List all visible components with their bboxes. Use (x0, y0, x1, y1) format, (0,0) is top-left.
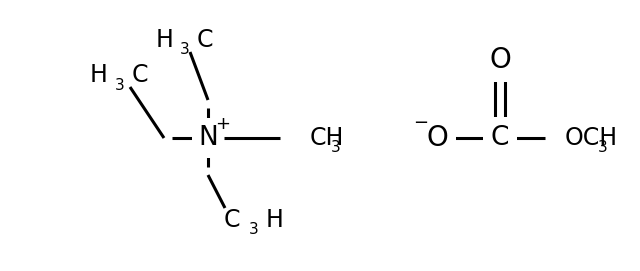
Text: CH: CH (310, 126, 344, 150)
Text: C: C (197, 28, 214, 52)
Text: 3: 3 (180, 43, 190, 57)
Text: OCH: OCH (565, 126, 618, 150)
Text: +: + (216, 115, 230, 133)
Text: H: H (266, 208, 284, 232)
Text: N: N (198, 125, 218, 151)
Text: 3: 3 (115, 78, 125, 92)
Text: 3: 3 (598, 140, 608, 154)
Text: C: C (223, 208, 240, 232)
Text: 3: 3 (331, 140, 341, 154)
Text: C: C (491, 125, 509, 151)
Text: 3: 3 (249, 222, 259, 237)
Text: H: H (155, 28, 173, 52)
Text: H: H (90, 63, 108, 87)
Text: C: C (132, 63, 148, 87)
Text: O: O (426, 124, 448, 152)
Text: −: − (413, 114, 429, 132)
Text: O: O (489, 46, 511, 74)
